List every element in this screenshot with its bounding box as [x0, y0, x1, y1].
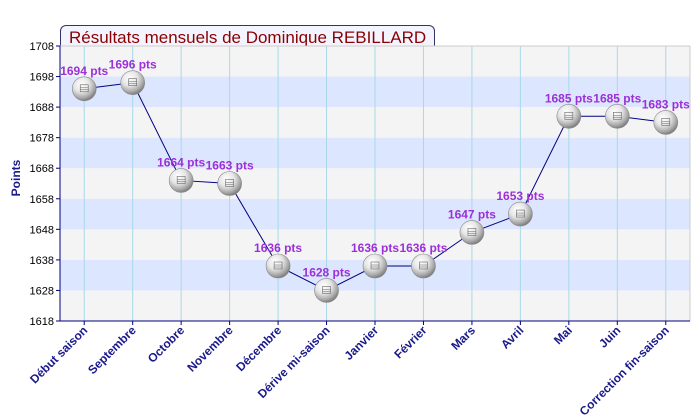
- x-tick-label: Mai: [551, 323, 575, 347]
- data-point: [314, 278, 339, 303]
- y-tick-label: 1628: [30, 285, 54, 297]
- data-label: 1653 pts: [496, 189, 544, 203]
- x-tick-label: Février: [391, 323, 429, 361]
- y-tick-label: 1698: [30, 72, 54, 84]
- y-axis-label: Points: [9, 159, 23, 196]
- data-label: 1696 pts: [109, 58, 157, 72]
- x-tick-label: Correction fin-saison: [577, 323, 672, 418]
- data-label: 1685 pts: [593, 91, 641, 105]
- data-label: 1628 pts: [303, 265, 351, 279]
- ball-icon: [653, 110, 679, 135]
- ball-icon: [71, 76, 97, 102]
- y-tick-label: 1678: [30, 133, 54, 145]
- data-label: 1694 pts: [60, 64, 108, 78]
- x-tick-label: Octobre: [145, 323, 188, 366]
- y-tick-label: 1648: [30, 224, 54, 236]
- data-point: [120, 70, 145, 95]
- data-label: 1683 pts: [642, 97, 690, 111]
- x-tick-label: Janvier: [342, 323, 382, 363]
- ball-icon: [314, 278, 339, 303]
- data-point: [217, 171, 242, 196]
- data-point: [459, 220, 485, 245]
- ball-icon: [508, 201, 533, 227]
- ball-icon: [411, 253, 436, 279]
- ball-icon: [265, 253, 291, 279]
- data-point: [556, 103, 582, 129]
- ball-mark: [419, 261, 428, 270]
- data-label: 1685 pts: [545, 91, 593, 105]
- x-tick-label: Mars: [448, 323, 478, 353]
- data-labels: 1694 pts 1696 pts 1664 pts 1663 pts 1636 pts…: [60, 58, 690, 280]
- ball-icon: [556, 103, 582, 129]
- y-tick-label: 1638: [30, 255, 54, 267]
- x-tick-label: Novembre: [184, 323, 236, 375]
- data-point: [265, 253, 291, 279]
- x-tick-label: Avril: [498, 323, 526, 351]
- ball-icon: [168, 168, 194, 193]
- ball-mark: [273, 261, 283, 270]
- data-points: [71, 70, 679, 303]
- vertical-gridlines: [83, 46, 667, 321]
- ball-icon: [459, 220, 485, 245]
- data-label: 1636 pts: [399, 241, 447, 255]
- ball-icon: [605, 103, 630, 129]
- y-tick-label: 1708: [30, 41, 54, 53]
- ball-mark: [564, 111, 574, 120]
- data-label: 1663 pts: [206, 159, 254, 173]
- data-label: 1647 pts: [448, 207, 496, 221]
- ball-mark: [225, 179, 234, 187]
- data-label: 1636 pts: [351, 241, 399, 255]
- ball-mark: [128, 78, 137, 86]
- x-tick-label: Début saison: [27, 323, 90, 386]
- y-tick-label: 1688: [30, 102, 54, 114]
- x-tick-label: Juin: [596, 323, 623, 350]
- x-tick-label: Septembre: [85, 323, 139, 377]
- data-point: [411, 253, 436, 279]
- data-point: [653, 110, 679, 135]
- ball-mark: [370, 261, 380, 270]
- ball-icon: [217, 171, 242, 196]
- ball-icon: [120, 70, 145, 95]
- ball-mark: [79, 84, 89, 93]
- y-tick-label: 1668: [30, 163, 54, 175]
- ball-icon: [362, 253, 388, 279]
- ball-mark: [322, 286, 331, 294]
- data-point: [362, 253, 388, 279]
- data-point: [605, 103, 630, 129]
- data-label: 1664 pts: [157, 155, 205, 169]
- ball-mark: [516, 209, 525, 218]
- data-point: [71, 76, 97, 102]
- data-point: [168, 168, 194, 193]
- axes: [56, 45, 691, 325]
- x-tick-label: Décembre: [233, 323, 284, 374]
- data-point: [508, 201, 533, 227]
- y-tick-labels: 1618 1628 1638 1648 1658 1668 1678 1688 1698 1708: [30, 41, 54, 328]
- ball-mark: [176, 176, 186, 184]
- ball-mark: [467, 228, 477, 236]
- data-label: 1636 pts: [254, 241, 302, 255]
- y-tick-label: 1618: [30, 316, 54, 328]
- ball-mark: [661, 118, 671, 126]
- y-tick-label: 1658: [30, 194, 54, 206]
- ball-mark: [613, 111, 622, 120]
